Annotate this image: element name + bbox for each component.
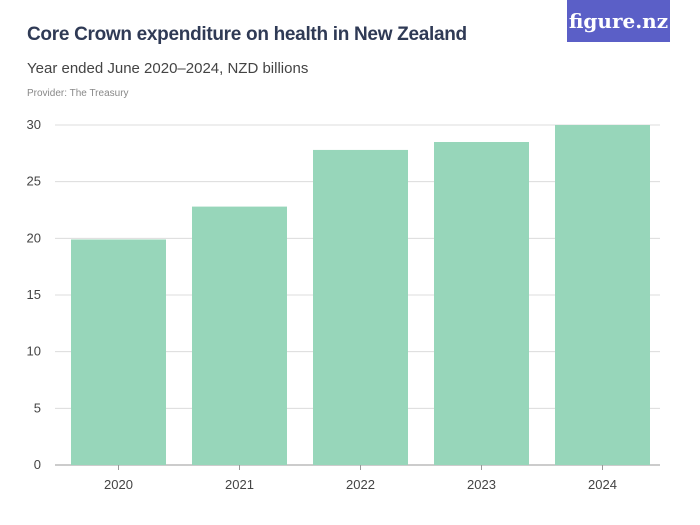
- y-tick-label: 20: [27, 230, 41, 245]
- x-tick-label: 2022: [346, 477, 375, 492]
- y-tick-label: 25: [27, 174, 41, 189]
- bar-2021: [192, 206, 287, 465]
- y-tick-label: 0: [34, 457, 41, 472]
- y-tick-label: 30: [27, 117, 41, 132]
- chart-title: Core Crown expenditure on health in New …: [27, 24, 467, 45]
- y-tick-label: 5: [34, 400, 41, 415]
- x-tick-label: 2024: [588, 477, 617, 492]
- bar-2022: [313, 149, 408, 465]
- y-tick-label: 10: [27, 344, 41, 359]
- bar-2020: [71, 239, 166, 465]
- bar-2023: [434, 142, 529, 465]
- x-tick-label: 2023: [467, 477, 496, 492]
- figure-nz-logo[interactable]: figure.nz: [567, 0, 670, 42]
- y-tick-label: 15: [27, 287, 41, 302]
- x-tick-label: 2020: [104, 477, 133, 492]
- provider-label: Provider: The Treasury: [27, 88, 129, 99]
- x-tick-label: 2021: [225, 477, 254, 492]
- chart-subtitle: Year ended June 2020–2024, NZD billions: [27, 60, 309, 77]
- bar-2024: [555, 125, 650, 465]
